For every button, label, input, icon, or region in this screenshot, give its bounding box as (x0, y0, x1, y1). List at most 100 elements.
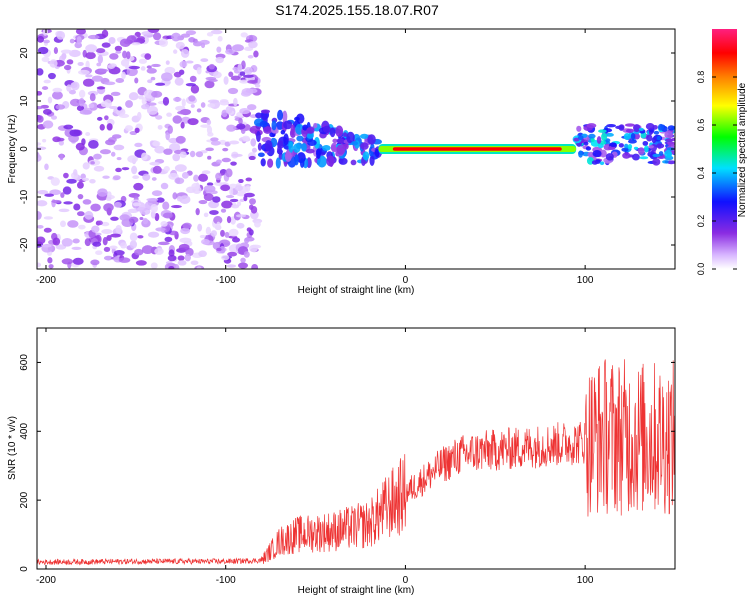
heatmap-noise-blob (180, 227, 191, 235)
heatmap-noise-blob (156, 197, 165, 203)
heatmap-noise-blob (37, 236, 46, 245)
heatmap-noise-blob (37, 142, 42, 146)
heatmap-noise-blob (179, 61, 188, 68)
heatmap-noise-blob (180, 49, 190, 58)
heatmap-noise-blob (162, 212, 173, 219)
heatmap-noise-blob (82, 162, 90, 170)
heatmap-noise-blob (225, 194, 235, 199)
heatmap-noise-blob (63, 201, 73, 205)
heatmap-noise-blob (52, 237, 61, 246)
heatmap-noise-blob (240, 257, 246, 263)
heatmap-noise-blob (162, 201, 170, 210)
heatmap-noise-blob (101, 42, 111, 48)
heatmap-noise-blob (78, 97, 85, 107)
heatmap-noise-blob (99, 123, 105, 131)
heatmap-noise-blob (73, 169, 78, 176)
heatmap-noise-blob (154, 212, 160, 222)
heatmap-noise-blob (121, 167, 130, 171)
heatmap-noise-blob (151, 90, 163, 98)
heatmap-noise-blob (219, 100, 230, 106)
heatmap-noise-blob (210, 137, 219, 142)
heatmap-noise-blob (185, 60, 194, 64)
heatmap-noise-blob (141, 104, 150, 110)
heatmap-noise-blob (175, 41, 185, 50)
heatmap-noise-blob (144, 53, 152, 60)
heatmap-noise-blob (115, 50, 122, 54)
heatmap-tail-blob (667, 141, 675, 146)
heatmap-noise-blob (37, 68, 44, 76)
colorbar: 0.0 0.2 0.4 0.6 0.8 Normalized spectral ampl… (696, 29, 748, 275)
heatmap-noise-blob (168, 249, 175, 257)
heatmap-noise-blob (254, 220, 261, 228)
heatmap-onset-blob (362, 151, 370, 161)
heatmap-onset-blob (336, 144, 346, 155)
heatmap-onset-blob (271, 120, 277, 131)
heatmap-noise-blob (77, 224, 86, 230)
heatmap-noise-blob (41, 86, 49, 90)
heatmap-noise-blob (201, 238, 210, 245)
heatmap-noise-blob (113, 250, 125, 256)
heatmap-noise-blob (37, 35, 45, 43)
heatmap-noise-blob (223, 76, 229, 85)
heatmap-tail-blob (618, 143, 624, 148)
heatmap-noise-blob (244, 237, 250, 244)
heatmap-tail-blob (666, 160, 675, 165)
heatmap-tail-blob (656, 135, 661, 141)
heatmap-noise-blob (196, 108, 202, 113)
heatmap-tail-blob (586, 123, 597, 129)
heatmap-noise-blob (141, 97, 147, 105)
heatmap-noise-blob (146, 68, 157, 74)
heatmap-noise-blob (218, 139, 227, 145)
heatmap-noise-blob (227, 87, 239, 95)
heatmap-noise-blob (173, 71, 182, 78)
heatmap-tail-blob (633, 146, 639, 150)
heatmap-noise-blob (47, 96, 53, 104)
heatmap-x-ticks: -200 -100 0 100 (36, 29, 594, 286)
heatmap-onset-blob (290, 124, 295, 136)
heatmap-noise-blob (181, 98, 186, 107)
heatmap-noise-blob (126, 51, 131, 60)
heatmap-noise-blob (219, 245, 226, 254)
heatmap-noise-blob (85, 74, 93, 78)
heatmap-noise-blob (171, 32, 181, 42)
heatmap-noise-blob (137, 36, 145, 41)
heatmap-noise-blob (92, 241, 102, 247)
heatmap-noise-blob (121, 71, 126, 80)
heatmap-noise-blob (216, 247, 222, 252)
heatmap-noise-blob (196, 67, 202, 75)
heatmap-noise-blob (134, 77, 139, 84)
heatmap-noise-blob (60, 49, 73, 54)
heatmap-noise-blob (119, 113, 130, 118)
heatmap-onset-blob (293, 143, 301, 153)
heatmap-noise-blob (43, 227, 52, 233)
heatmap-onset-blob (306, 127, 315, 134)
heatmap-noise-blob (161, 72, 173, 82)
heatmap-noise-blob (163, 165, 170, 172)
heatmap-noise-blob (91, 225, 100, 233)
heatmap-onset-blob (257, 142, 262, 151)
heatmap-noise-blob (115, 224, 122, 234)
heatmap-onset-blob (326, 155, 335, 167)
heatmap-onset-blob (342, 132, 348, 137)
heatmap-onset-blob (256, 130, 261, 143)
heatmap-noise-blob (151, 190, 163, 197)
heatmap-noise-blob (75, 29, 86, 35)
heatmap-noise-blob (73, 203, 81, 211)
heatmap-noise-blob (100, 101, 109, 108)
heatmap-tail-blob (624, 123, 635, 127)
heatmap-tail-blob (577, 135, 584, 140)
heatmap-noise-blob (135, 260, 147, 266)
heatmap-tail-blob (592, 150, 602, 158)
heatmap-noise-blob (248, 41, 258, 49)
heatmap-noise-blob (239, 71, 246, 76)
heatmap-noise-blob (41, 56, 50, 63)
heatmap-noise-blob (231, 237, 241, 243)
heatmap-onset-blob (280, 129, 286, 135)
heatmap-noise-blob (110, 151, 116, 157)
heatmap-noise-blob (245, 185, 251, 192)
heatmap-noise-blob (102, 237, 108, 246)
heatmap-noise-blob (52, 87, 63, 93)
heatmap-noise-blob (215, 172, 222, 181)
heatmap-tail-blob (605, 132, 614, 137)
snr-panel: -200 -100 0 100 0 200 400 600 Height of straig… (7, 327, 676, 596)
